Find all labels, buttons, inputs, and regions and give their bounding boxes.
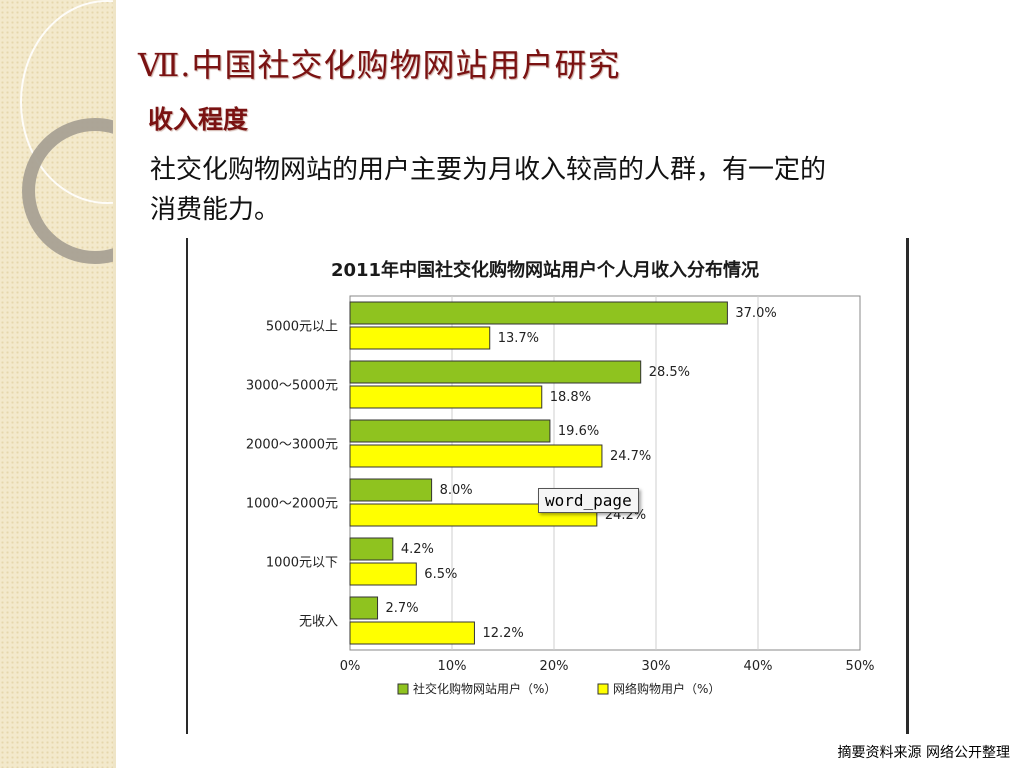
bar-social [349,419,551,443]
legend-label: 社交化购物网站用户（%） [413,681,556,696]
x-tick-label: 0% [340,659,361,674]
decorative-side-panel [0,0,116,768]
plot-area [349,295,861,651]
data-label: 28.5% [649,365,690,380]
bar-social [349,301,728,325]
x-tick-label: 20% [540,659,569,674]
income-bar-chart: 2011年中国社交化购物网站用户个人月收入分布情况 0% 10% 20% 30% 40% 5… [246,259,875,696]
category-label: 3000～5000元 [246,379,338,394]
data-label: 19.6% [558,424,599,439]
tooltip: word_page [538,488,639,513]
bar-social [349,537,394,561]
bar-online [349,326,491,350]
slide-subtitle: 收入程度 [148,105,249,134]
data-label: 4.2% [401,542,434,557]
bar-social [349,478,433,502]
data-label: 24.7% [610,449,651,464]
category-label: 1000～2000元 [246,497,338,512]
x-tick-label: 40% [744,659,773,674]
bar-social [349,360,642,384]
data-label: 2.7% [386,601,419,616]
category-label: 1000元以下 [266,556,338,571]
category-label: 无收入 [299,615,338,630]
x-tick-label: 10% [438,659,467,674]
x-tick-label: 50% [846,659,875,674]
bar-online [349,562,417,586]
data-label: 18.8% [550,390,591,405]
chart-title: 2011年中国社交化购物网站用户个人月收入分布情况 [331,259,759,281]
bar-online [349,385,543,409]
data-label: 37.0% [735,306,776,321]
decorative-ring-clip [0,0,113,768]
category-label: 5000元以上 [266,320,338,335]
data-label: 13.7% [498,331,539,346]
x-tick-label: 30% [642,659,671,674]
slide-body-text: 社交化购物网站的用户主要为月收入较高的人群，有一定的消费能力。 [150,155,827,225]
data-label: 8.0% [440,483,473,498]
data-label: 12.2% [482,626,523,641]
data-label: 6.5% [424,567,457,582]
footer-source-note: 摘要资料来源 网络公开整理 [837,745,1010,761]
category-label: 2000～3000元 [246,438,338,453]
bar-online [349,444,603,468]
slide-title: Ⅶ.中国社交化购物网站用户研究 [138,46,621,84]
legend-label: 网络购物用户（%） [613,681,720,696]
legend-swatch [597,683,609,695]
bar-online [349,621,475,645]
chart-frame: 2011年中国社交化购物网站用户个人月收入分布情况 0% 10% 20% 30% 40% 5… [186,238,909,734]
legend-swatch [397,683,409,695]
bar-social [349,596,379,620]
bar-online [349,503,598,527]
